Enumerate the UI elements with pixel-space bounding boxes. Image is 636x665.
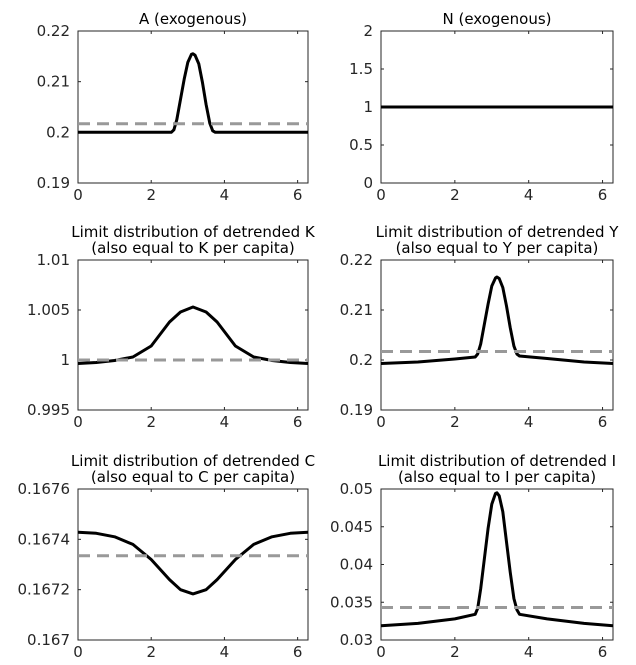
y-tick-label: 1.005	[27, 301, 70, 319]
x-tick-label: 2	[146, 643, 156, 661]
x-tick-label: 2	[450, 413, 460, 431]
x-tick-label: 4	[220, 643, 230, 661]
y-tick-label: 1	[363, 98, 373, 116]
y-tick-label: 0.22	[37, 22, 70, 40]
y-tick-label: 0.21	[340, 301, 373, 319]
axes-box	[380, 259, 614, 411]
y-tick-label: 0.19	[37, 174, 70, 192]
chart-title: Limit distribution of detrended I	[378, 452, 616, 470]
y-tick-label: 0.045	[330, 518, 373, 536]
y-tick-label: 0.04	[340, 556, 373, 574]
x-tick-label: 0	[73, 186, 83, 204]
x-tick-label: 6	[598, 186, 608, 204]
chart-title: (also equal to K per capita)	[91, 239, 295, 257]
chart-panel-4: Limit distribution of detrended Y(also e…	[340, 223, 620, 431]
series-line	[380, 275, 614, 365]
x-tick-label: 4	[220, 413, 230, 431]
x-tick-label: 4	[524, 186, 534, 204]
series-line	[77, 530, 309, 596]
x-tick-label: 4	[220, 186, 230, 204]
chart-title: Limit distribution of detrended Y	[376, 223, 620, 241]
x-tick-label: 0	[73, 413, 83, 431]
x-tick-label: 4	[524, 643, 534, 661]
chart-title: (also equal to Y per capita)	[396, 239, 599, 257]
x-tick-label: 0	[376, 413, 386, 431]
chart-title: Limit distribution of detrended K	[71, 223, 316, 241]
x-tick-label: 6	[293, 186, 303, 204]
y-tick-label: 0.995	[27, 401, 70, 419]
chart-title: (also equal to I per capita)	[398, 468, 596, 486]
y-tick-label: 0	[363, 174, 373, 192]
x-tick-label: 6	[598, 643, 608, 661]
y-tick-label: 0.03	[340, 631, 373, 649]
x-tick-label: 6	[293, 413, 303, 431]
chart-title: N (exogenous)	[442, 10, 551, 28]
x-tick-label: 0	[376, 186, 386, 204]
y-tick-label: 0.1676	[18, 480, 71, 498]
y-tick-label: 0.19	[340, 401, 373, 419]
y-tick-label: 0.22	[340, 251, 373, 269]
series-line	[380, 491, 614, 628]
axes-box	[77, 30, 309, 184]
chart-title: (also equal to C per capita)	[91, 468, 295, 486]
axes-box	[77, 259, 309, 411]
y-tick-label: 0.21	[37, 73, 70, 91]
y-tick-label: 0.1674	[18, 530, 71, 548]
chart-panel-5: Limit distribution of detrended C(also e…	[18, 452, 316, 661]
x-tick-label: 6	[293, 643, 303, 661]
x-tick-label: 0	[73, 643, 83, 661]
x-tick-label: 0	[376, 643, 386, 661]
y-tick-label: 1.01	[37, 251, 70, 269]
chart-title: A (exogenous)	[139, 10, 247, 28]
chart-panel-1: A (exogenous) 0 2 4 6 0.19 0.2 0.21 0.22	[37, 10, 309, 204]
x-tick-label: 2	[450, 643, 460, 661]
y-tick-label: 0.167	[27, 631, 70, 649]
y-tick-label: 0.2	[349, 351, 373, 369]
chart-panel-6: Limit distribution of detrended I(also e…	[330, 452, 616, 661]
chart-title: Limit distribution of detrended C	[71, 452, 315, 470]
x-tick-label: 4	[524, 413, 534, 431]
y-tick-label: 0.2	[46, 123, 70, 141]
y-tick-label: 0.035	[330, 593, 373, 611]
x-tick-label: 2	[450, 186, 460, 204]
y-tick-label: 2	[363, 22, 373, 40]
y-tick-label: 1	[60, 351, 70, 369]
chart-panel-3: Limit distribution of detrended K(also e…	[27, 223, 316, 431]
x-tick-label: 6	[598, 413, 608, 431]
y-tick-label: 1.5	[349, 60, 373, 78]
y-tick-label: 0.1672	[18, 581, 71, 599]
x-tick-label: 2	[146, 186, 156, 204]
x-tick-label: 2	[146, 413, 156, 431]
axes-box	[77, 488, 309, 641]
chart-panel-2: N (exogenous) 0 2 4 6 0 0.5 1 1.5 2	[349, 10, 614, 204]
y-tick-label: 0.05	[340, 480, 373, 498]
y-tick-label: 0.5	[349, 136, 373, 154]
